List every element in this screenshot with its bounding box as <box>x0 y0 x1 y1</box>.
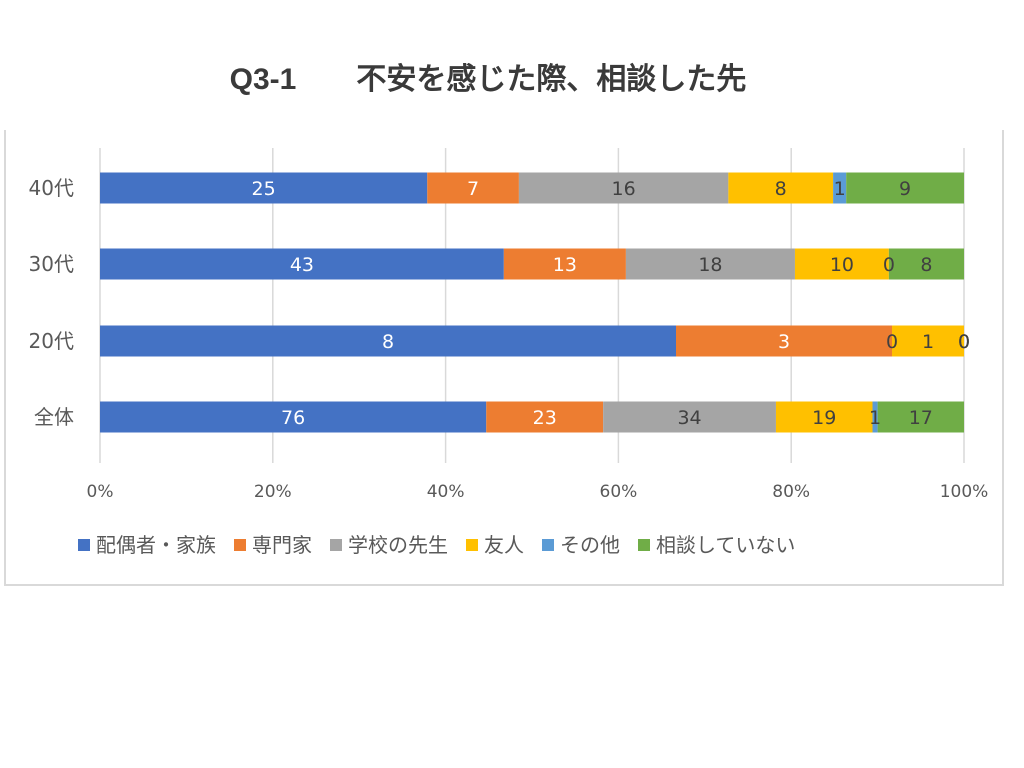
legend-label: 相談していない <box>656 533 795 557</box>
legend-label: その他 <box>560 533 620 557</box>
data-label: 1 <box>922 331 934 353</box>
data-label: 1 <box>869 407 881 429</box>
data-label: 8 <box>382 331 394 353</box>
data-label: 7 <box>467 178 479 200</box>
bar-segment <box>100 172 428 204</box>
x-tick-label: 40% <box>427 482 465 502</box>
bar-segment <box>100 248 504 280</box>
bar-segment <box>603 401 776 433</box>
legend-label: 学校の先生 <box>348 533 448 557</box>
data-label: 13 <box>553 254 577 276</box>
y-category-label: 全体 <box>34 405 74 429</box>
data-label: 19 <box>812 407 836 429</box>
data-label: 0 <box>958 331 970 353</box>
data-label: 43 <box>290 254 314 276</box>
data-label: 16 <box>612 178 636 200</box>
data-label: 10 <box>830 254 854 276</box>
x-tick-label: 80% <box>772 482 810 502</box>
bar-segment <box>427 172 519 204</box>
y-category-label: 40代 <box>29 176 74 200</box>
x-tick-label: 20% <box>254 482 292 502</box>
chart-area: 0% 20% 40% 60% 80% 100% 40代 25 7 16 8 1 9 30代 43 13 18 10… <box>4 130 1004 586</box>
legend-swatch <box>466 539 478 551</box>
legend-label: 配偶者・家族 <box>96 533 216 557</box>
bar-segment <box>100 401 487 433</box>
data-label: 8 <box>775 178 787 200</box>
chart-title: Q3-1 不安を感じた際、相談した先 <box>229 63 747 96</box>
legend-label: 友人 <box>484 533 524 557</box>
data-label: 76 <box>281 407 305 429</box>
x-tick-label: 0% <box>87 482 114 502</box>
data-label: 0 <box>886 331 898 353</box>
x-tick-label: 100% <box>940 482 989 502</box>
y-category-label: 30代 <box>29 252 74 276</box>
bar-segment <box>872 401 878 433</box>
bar-segment <box>676 325 892 357</box>
legend-swatch <box>330 539 342 551</box>
data-label: 0 <box>958 331 970 353</box>
legend-label: 専門家 <box>252 533 312 557</box>
legend-swatch <box>234 539 246 551</box>
data-label: 17 <box>909 407 933 429</box>
bar-segment <box>846 172 964 204</box>
bar-segment <box>877 401 964 433</box>
bar-segment <box>503 248 626 280</box>
y-category-label: 20代 <box>29 329 74 353</box>
bar-segment <box>625 248 795 280</box>
data-label: 8 <box>920 254 932 276</box>
x-tick-label: 60% <box>600 482 638 502</box>
data-label: 23 <box>533 407 557 429</box>
bar-segment <box>833 172 847 204</box>
legend-swatch <box>78 539 90 551</box>
bar-segment <box>794 248 889 280</box>
legend-swatch <box>638 539 650 551</box>
data-label: 25 <box>252 178 276 200</box>
data-label: 9 <box>899 178 911 200</box>
bar-segment <box>100 325 676 357</box>
data-label: 34 <box>677 407 701 429</box>
data-label: 18 <box>698 254 722 276</box>
legend-swatch <box>542 539 554 551</box>
bar-segment <box>728 172 834 204</box>
data-label: 3 <box>778 331 790 353</box>
data-label: 0 <box>883 254 895 276</box>
bar-segment <box>892 325 964 357</box>
bar-segment <box>888 248 964 280</box>
data-label: 1 <box>834 178 846 200</box>
bar-segment <box>486 401 604 433</box>
bar-segment <box>775 401 873 433</box>
bar-segment <box>518 172 729 204</box>
